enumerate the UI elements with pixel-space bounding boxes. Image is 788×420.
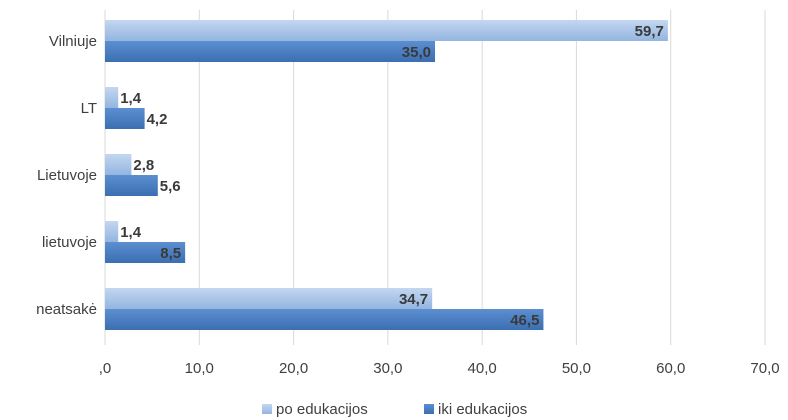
x-tick-label: 20,0: [279, 360, 308, 377]
data-label: 34,7: [399, 291, 428, 308]
legend-swatch: [424, 404, 434, 414]
data-label: 35,0: [402, 44, 431, 61]
bar-iki-edukacijos: [105, 309, 544, 330]
bar-iki-edukacijos: [105, 108, 145, 129]
bar-po-edukacijos: [105, 154, 132, 175]
x-tick-label: ,0: [99, 360, 112, 377]
category-label: neatsakė: [36, 301, 97, 318]
data-label: 8,5: [160, 245, 181, 262]
data-labels: 59,7 35,0 1,4 4,2 2,8 5,6 1,4 8,5 34,7 46,5: [120, 23, 664, 329]
data-label: 59,7: [635, 23, 664, 40]
bar-iki-edukacijos: [105, 41, 435, 62]
category-label: Lietuvoje: [37, 167, 97, 184]
x-tick-label: 60,0: [656, 360, 685, 377]
category-label: lietuvoje: [42, 234, 97, 251]
data-label: 46,5: [510, 312, 539, 329]
data-label: 1,4: [120, 90, 142, 107]
bar-iki-edukacijos: [105, 175, 158, 196]
bar-po-edukacijos: [105, 221, 119, 242]
x-tick-label: 70,0: [750, 360, 779, 377]
category-label: LT: [81, 100, 97, 117]
data-label: 2,8: [133, 157, 154, 174]
x-tick-label: 40,0: [468, 360, 497, 377]
data-label: 4,2: [147, 111, 168, 128]
bars: [105, 20, 668, 330]
legend-label: po edukacijos: [276, 401, 368, 418]
x-tick-label: 50,0: [562, 360, 591, 377]
category-label: Vilniuje: [49, 33, 97, 50]
bar-po-edukacijos: [105, 288, 433, 309]
value-axis: ,0 10,0 20,0 30,0 40,0 50,0 60,0 70,0: [99, 360, 780, 377]
legend: po edukacijos iki edukacijos: [262, 401, 527, 418]
x-tick-label: 30,0: [373, 360, 402, 377]
bar-iki-edukacijos: [105, 242, 186, 263]
bar-po-edukacijos: [105, 20, 668, 41]
legend-swatch: [262, 404, 272, 414]
data-label: 1,4: [120, 224, 142, 241]
x-tick-label: 10,0: [185, 360, 214, 377]
category-axis: Vilniuje LT Lietuvoje lietuvoje neatsakė: [36, 33, 97, 318]
data-label: 5,6: [160, 178, 181, 195]
bar-po-edukacijos: [105, 87, 119, 108]
gridlines: [104, 10, 766, 345]
legend-label: iki edukacijos: [438, 401, 527, 418]
